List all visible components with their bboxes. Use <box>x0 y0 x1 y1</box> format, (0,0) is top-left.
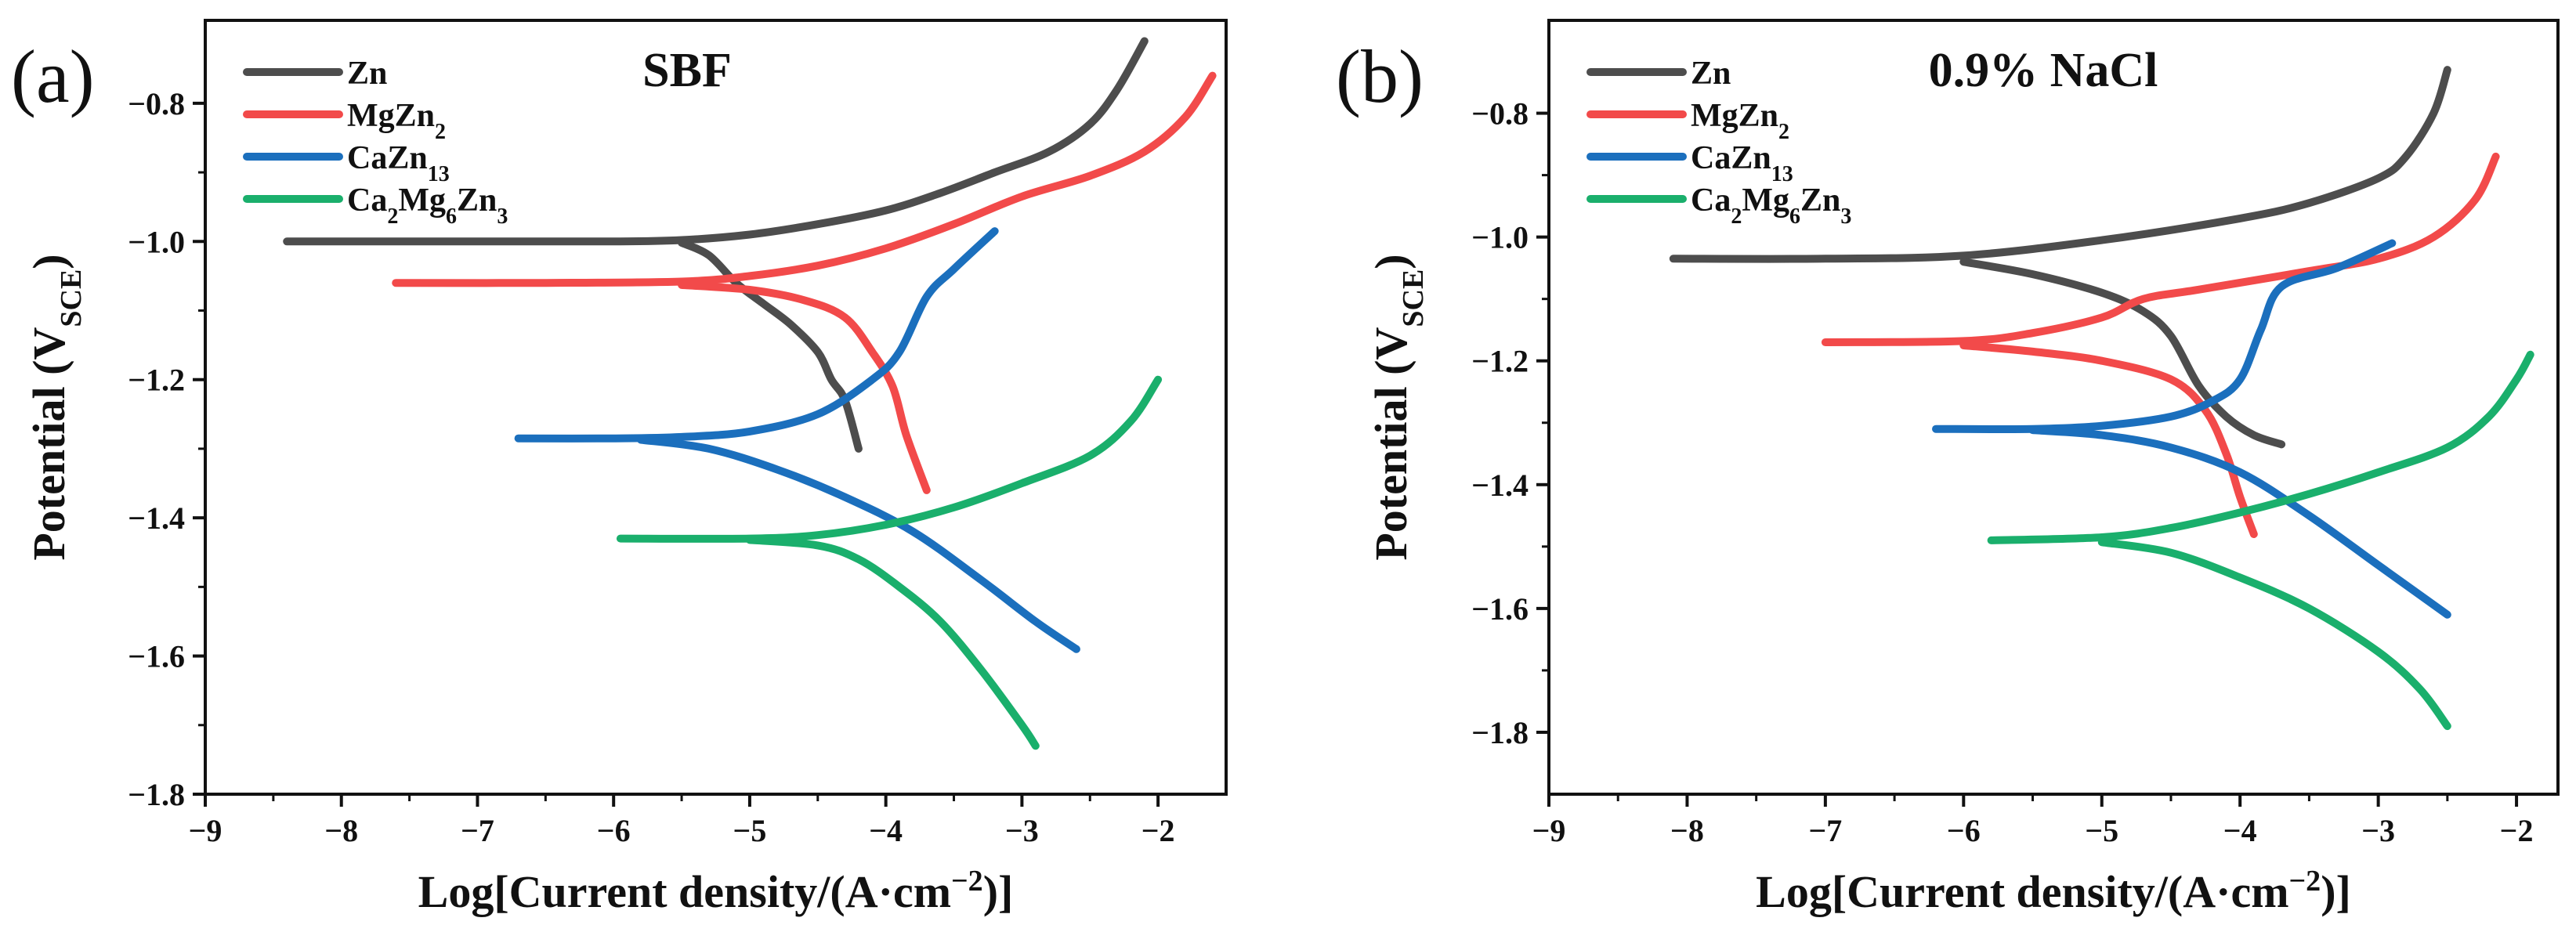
x-tick-label: −3 <box>2361 813 2395 848</box>
y-tick-label: −1.0 <box>128 224 185 259</box>
x-tick-label: −5 <box>2085 813 2118 848</box>
series-CaZn13-cathodic-line <box>2028 426 2451 619</box>
series-CaZn13-cathodic-line <box>636 435 1080 653</box>
x-axis-title: Log[Current density/(A·cm−2)] <box>1756 865 2351 917</box>
series-Zn-cathodic-line <box>1959 258 2286 449</box>
y-tick-label: −0.8 <box>1471 96 1529 132</box>
panel-title: SBF <box>642 44 732 97</box>
legend-label: Zn <box>347 56 387 92</box>
series-Ca2Mg6Zn3-anodic-line <box>1987 350 2534 544</box>
series-MgZn2-cathodic-line <box>1959 341 2258 538</box>
legend-label: Zn <box>1691 56 1731 92</box>
series-Ca2Mg6Zn3-cathodic-line <box>745 536 1040 750</box>
x-tick-label: −4 <box>869 813 903 848</box>
x-tick-label: −6 <box>597 813 631 848</box>
y-tick-label: −1.6 <box>1471 591 1529 627</box>
y-tick-label: −1.8 <box>128 777 185 812</box>
y-tick-label: −1.4 <box>128 500 185 536</box>
x-tick-label: −6 <box>1947 813 1981 848</box>
y-axis-title: Potential (VSCE) <box>1366 254 1430 560</box>
y-axis-title: Potential (VSCE) <box>24 254 88 560</box>
y-tick-label: −1.2 <box>128 363 185 398</box>
plot-frame <box>204 19 1228 796</box>
x-tick-label: −2 <box>1141 813 1175 848</box>
series-MgZn2-cathodic-line <box>678 280 931 494</box>
legend-label: CaZn13 <box>347 140 450 186</box>
y-tick-label: −1.8 <box>1471 715 1529 750</box>
x-tick-label: −9 <box>189 813 223 848</box>
x-tick-label: −2 <box>2500 813 2534 848</box>
legend-label: CaZn13 <box>1691 140 1793 186</box>
plot-frame <box>1547 19 2560 796</box>
x-tick-label: −3 <box>1005 813 1039 848</box>
x-tick-label: −7 <box>461 813 494 848</box>
y-tick-label: −1.6 <box>128 639 185 674</box>
series-CaZn13-anodic-line <box>514 227 999 443</box>
y-tick-label: −1.4 <box>1471 468 1529 503</box>
series-MgZn2-anodic-line <box>392 71 1217 287</box>
y-tick-label: −1.2 <box>1471 344 1529 379</box>
legend-label: MgZn2 <box>1691 98 1789 144</box>
panel-b: −9 −8 −7 −6 −5 −4 −3 −2 −0.8 −1.0 −1.2 −1.4 −1.6 −1.8… <box>1336 19 2560 917</box>
series-Zn-cathodic-line <box>678 239 863 453</box>
legend-label: Ca2Mg6Zn3 <box>347 182 508 229</box>
panel-letter: (b) <box>1336 34 1424 118</box>
x-tick-label: −8 <box>1670 813 1704 848</box>
legend-label: Ca2Mg6Zn3 <box>1691 182 1851 229</box>
x-tick-label: −5 <box>733 813 767 848</box>
series-Zn-anodic-line <box>283 37 1149 246</box>
y-tick-label: −1.0 <box>1471 220 1529 255</box>
y-tick-label: −0.8 <box>128 86 185 121</box>
x-tick-label: −7 <box>1808 813 1842 848</box>
series-Zn-anodic-line <box>1669 66 2451 263</box>
panel-title: 0.9% NaCl <box>1929 44 2158 97</box>
panel-letter: (a) <box>11 34 95 118</box>
x-tick-label: −9 <box>1532 813 1566 848</box>
panel-a: −9 −8 −7 −6 −5 −4 −3 −2 −0.8 −1.0 −1.2 −1.4 −1.6 −1.8… <box>11 19 1228 917</box>
series-MgZn2-anodic-line <box>1821 152 2500 346</box>
legend-label: MgZn2 <box>347 98 446 144</box>
x-tick-label: −4 <box>2223 813 2257 848</box>
series-Ca2Mg6Zn3-cathodic-line <box>2097 538 2451 731</box>
x-axis-title: Log[Current density/(A·cm−2)] <box>418 865 1014 917</box>
x-tick-label: −8 <box>324 813 358 848</box>
